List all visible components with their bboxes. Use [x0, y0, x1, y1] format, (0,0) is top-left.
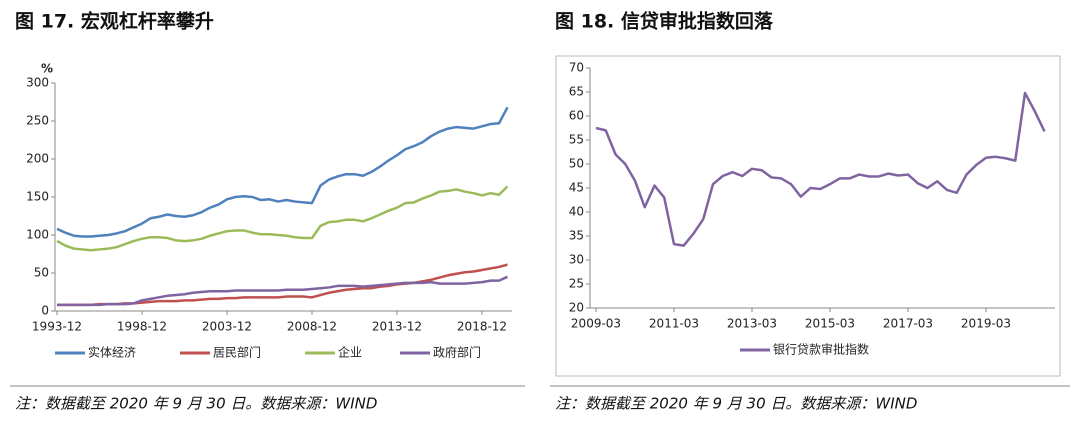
legend-label: 企业 [338, 345, 362, 360]
legend-label: 银行贷款审批指数 [773, 342, 869, 357]
x-tick-label: 2011-03 [649, 317, 699, 331]
note: 注：数据截至 2020 年 9 月 30 日。数据来源：WIND [555, 395, 917, 413]
y-tick-label: 200 [26, 152, 49, 166]
legend-label: 政府部门 [433, 345, 481, 360]
series-line [56, 185, 509, 252]
y-tick-label: 50 [34, 266, 49, 280]
x-tick-label: 2013-03 [727, 317, 777, 331]
x-tick-label: 2019-03 [961, 317, 1011, 331]
y-tick-label: 250 [26, 114, 49, 128]
series-line [56, 106, 509, 238]
legend-label: 居民部门 [213, 345, 261, 360]
series-line [57, 275, 509, 307]
y-axis-label: % [41, 62, 53, 76]
y-tick-label: 100 [26, 228, 49, 242]
x-tick-label: 2017-03 [883, 317, 933, 331]
x-tick-label: 1998-12 [117, 320, 167, 334]
y-tick-label: 65 [569, 85, 584, 99]
chart-title: 图 17. 宏观杠杆率攀升 [15, 10, 214, 33]
x-tick-label: 2008-12 [287, 320, 337, 334]
y-tick-label: 45 [569, 181, 584, 195]
x-tick-label: 1993-12 [32, 320, 82, 334]
y-tick-label: 60 [569, 109, 584, 123]
chart-title: 图 18. 信贷审批指数回落 [555, 10, 774, 33]
x-tick-label: 2015-03 [805, 317, 855, 331]
y-tick-label: 70 [569, 61, 584, 75]
y-tick-label: 20 [569, 301, 584, 315]
note: 注：数据截至 2020 年 9 月 30 日。数据来源：WIND [15, 395, 377, 413]
x-tick-label: 2003-12 [202, 320, 252, 334]
y-tick-label: 35 [569, 229, 584, 243]
y-tick-label: 50 [569, 157, 584, 171]
x-tick-label: 2013-12 [372, 320, 422, 334]
y-tick-label: 0 [41, 304, 49, 318]
y-tick-label: 30 [569, 253, 584, 267]
legend-label: 实体经济 [88, 345, 136, 360]
y-tick-label: 300 [26, 76, 49, 90]
y-tick-label: 150 [26, 190, 49, 204]
x-tick-label: 2009-03 [571, 317, 621, 331]
series-line [595, 91, 1046, 247]
x-tick-label: 2018-12 [457, 320, 507, 334]
chart-frame [555, 55, 1061, 377]
y-tick-label: 25 [569, 277, 584, 291]
y-tick-label: 55 [569, 133, 584, 147]
y-tick-label: 40 [569, 205, 584, 219]
